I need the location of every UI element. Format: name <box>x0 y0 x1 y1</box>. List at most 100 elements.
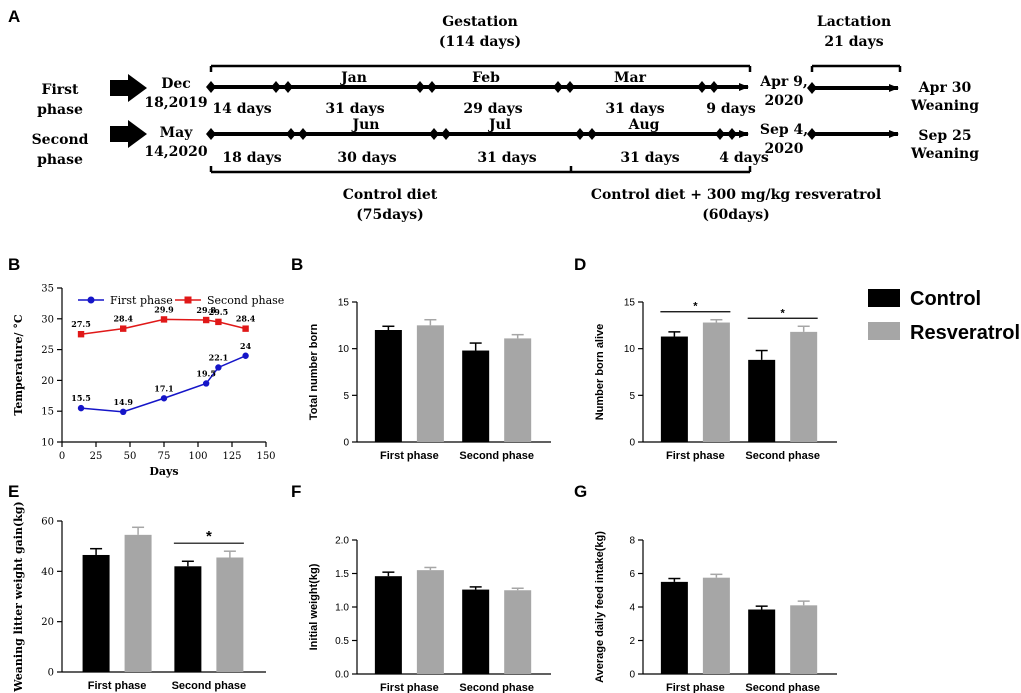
y-tick-label: 0 <box>343 438 349 449</box>
first-seg-3: 29 days <box>463 101 522 117</box>
bar-control <box>82 554 110 672</box>
legend-label-control: Control <box>910 288 981 310</box>
number-born-alive-chart: D 0 5 10 15 Number born alive First phase * Seco… <box>574 255 837 462</box>
data-point <box>215 364 222 371</box>
first-farrow-1: Apr 9, <box>759 74 808 90</box>
series-line-first-phase <box>80 355 246 413</box>
second-seg-3: 31 days <box>477 150 536 166</box>
second-phase-label-1: Second <box>32 132 89 148</box>
x-category-label: First phase <box>380 450 439 462</box>
diamond-marker <box>415 81 425 93</box>
diamond-marker <box>553 81 563 93</box>
y-tick-label: 8 <box>629 536 635 547</box>
diamond-marker <box>429 128 439 140</box>
x-tick-label: 75 <box>158 451 171 462</box>
data-point <box>120 325 127 332</box>
second-seg-4: 31 days <box>620 150 679 166</box>
lactation-days: 21 days <box>824 34 883 50</box>
diamond-marker <box>697 81 707 93</box>
first-seg-1: 14 days <box>212 101 271 117</box>
y-axis-label: Initial weight(kg) <box>308 563 320 650</box>
y-tick-label: 0 <box>629 670 635 681</box>
first-farrow-2: 2020 <box>765 93 804 109</box>
bar-control <box>660 336 688 442</box>
y-tick-label: 15 <box>41 407 54 418</box>
bar-resveratrol <box>416 570 444 674</box>
bar-resveratrol <box>504 590 532 674</box>
diamond-marker <box>715 128 725 140</box>
legend-swatch-control <box>868 289 900 307</box>
y-tick-label: 60 <box>41 517 54 528</box>
diamond-marker <box>286 128 296 140</box>
y-tick-label: 10 <box>338 344 350 355</box>
second-month-3: Aug <box>628 117 660 133</box>
panel-label: E <box>8 482 19 501</box>
diamond-marker <box>441 128 451 140</box>
line-legend-marker <box>87 296 95 304</box>
first-seg-2: 31 days <box>325 101 384 117</box>
x-axis-label: Days <box>149 465 178 478</box>
x-tick-label: 150 <box>256 451 275 462</box>
data-point <box>242 352 249 359</box>
total-number-born-chart: B 0 5 10 15 Total number born First phase Secon… <box>291 255 551 462</box>
panel-label: G <box>574 482 587 501</box>
first-phase-label-2: phase <box>37 102 83 118</box>
second-phase-diamonds <box>206 128 737 140</box>
x-category-label: Second phase <box>745 682 820 693</box>
line-legend-label: Second phase <box>207 294 284 307</box>
significance-star: * <box>206 528 212 545</box>
first-phase-diamonds <box>206 81 719 93</box>
x-category-label: First phase <box>666 450 725 462</box>
x-tick-label: 125 <box>222 451 241 462</box>
data-label: 15.5 <box>71 393 90 403</box>
series-line-second-phase <box>80 318 246 335</box>
y-tick-label: 0 <box>629 438 635 449</box>
first-month-1: Jan <box>339 70 367 86</box>
first-phase-arrow <box>110 74 147 102</box>
y-axis-label: Total number born <box>308 324 320 421</box>
second-phase-arrow <box>110 120 147 148</box>
line-legend-label: First phase <box>110 294 173 307</box>
legend: Control Resveratrol <box>868 288 1020 344</box>
bar-resveratrol <box>504 338 532 442</box>
diamond-marker <box>709 81 719 93</box>
y-axis-label: Average daily feed intake(kg) <box>594 531 606 683</box>
data-label: 17.1 <box>154 383 173 393</box>
second-month-2: Jul <box>487 117 511 133</box>
data-label: 28.4 <box>113 314 133 324</box>
gestation-days: (114 days) <box>439 34 521 50</box>
x-tick-label: 25 <box>90 451 103 462</box>
second-seg-1: 18 days <box>222 150 281 166</box>
second-farrow-1: Sep 4, <box>760 122 808 138</box>
legend-label-resveratrol: Resveratrol <box>910 322 1020 344</box>
data-label: 27.5 <box>71 319 90 329</box>
gestation-title: Gestation <box>442 14 518 30</box>
bar-control <box>462 589 490 674</box>
data-label: 24 <box>240 341 252 351</box>
y-tick-label: 0 <box>48 668 54 679</box>
data-point <box>120 408 127 416</box>
diamond-marker <box>587 128 597 140</box>
bar-resveratrol <box>790 331 818 442</box>
y-tick-label: 40 <box>41 567 54 578</box>
bar-resveratrol <box>702 577 730 674</box>
panel-label: F <box>291 482 301 501</box>
control-diet-label: Control diet <box>343 187 438 203</box>
y-tick-label: 2.0 <box>335 536 349 547</box>
second-month-1: Jun <box>351 117 380 133</box>
x-category-label: First phase <box>88 680 147 692</box>
first-seg-4: 31 days <box>605 101 664 117</box>
bar-control <box>374 330 402 442</box>
bar-resveratrol <box>702 322 730 442</box>
panel-label-a: A <box>8 7 20 26</box>
line-legend-marker <box>184 296 192 304</box>
data-point <box>77 331 85 338</box>
panel-label: D <box>574 255 586 274</box>
y-tick-label: 4 <box>629 603 635 614</box>
y-tick-label: 15 <box>338 298 350 309</box>
initial-weight-chart: F 0.0 0.5 1.0 1.5 2.0 Initial weight(kg) First … <box>291 482 551 693</box>
x-category-label: Second phase <box>459 682 534 693</box>
diamond-marker <box>298 128 308 140</box>
first-month-2: Feb <box>472 70 500 86</box>
